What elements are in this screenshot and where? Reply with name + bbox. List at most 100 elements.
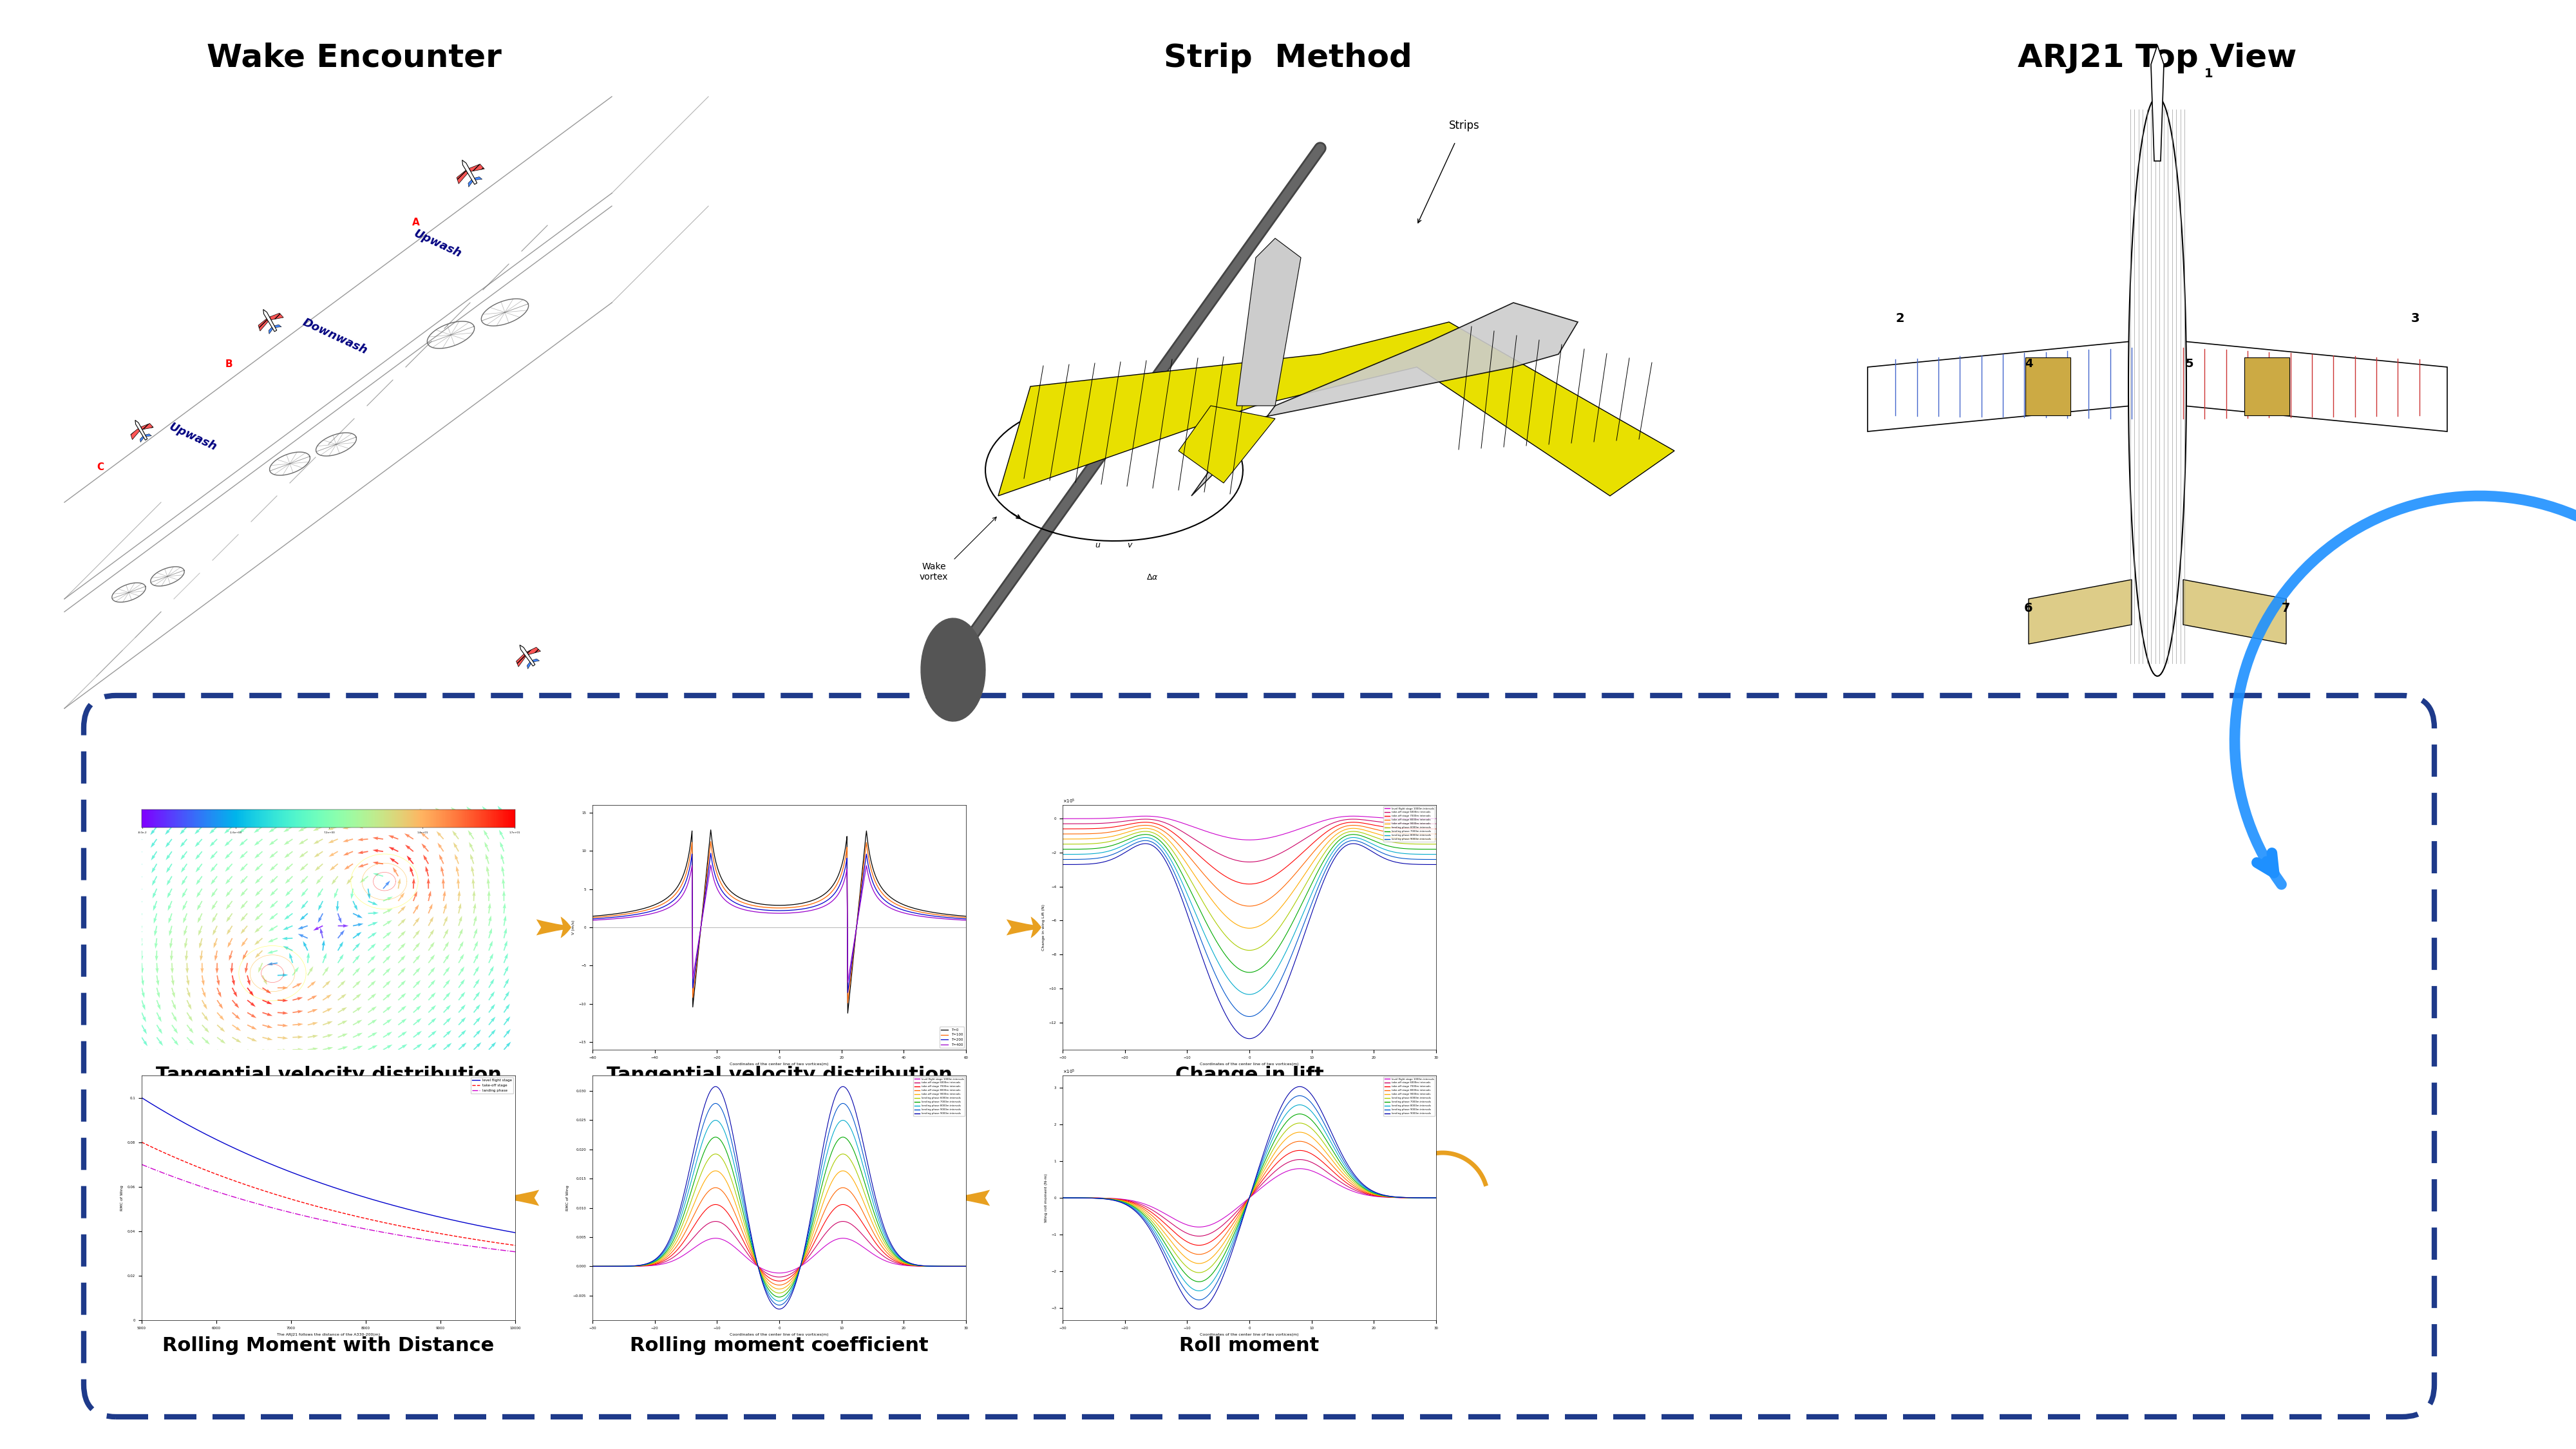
landing phase 8000m intervals bbox=[1270, 1106, 1301, 1123]
Polygon shape bbox=[456, 170, 469, 184]
T=400 bbox=[755, 904, 786, 922]
landing phase 9000m intervals bbox=[1046, 1190, 1079, 1207]
landing phase 8000m intervals bbox=[951, 1258, 981, 1275]
take-off stage 8000m intervals bbox=[1270, 1137, 1301, 1155]
Text: Upwash: Upwash bbox=[412, 227, 464, 261]
landing phase 8000m intervals bbox=[806, 1165, 837, 1182]
T=0 bbox=[884, 894, 914, 911]
landing phase 7000m intervals bbox=[1046, 1190, 1079, 1207]
landing phase 8000m intervals bbox=[1182, 1282, 1213, 1300]
landing phase 6000m intervals bbox=[801, 1204, 832, 1222]
landing phase bbox=[348, 1220, 379, 1237]
Text: Wake
vortex: Wake vortex bbox=[920, 562, 948, 581]
landing phase 9000m intervals bbox=[1046, 1190, 1079, 1207]
landing phase 7000m intervals bbox=[799, 1206, 829, 1223]
take-off stage 7000m intervals bbox=[809, 1216, 840, 1233]
take-off stage 7000m intervals bbox=[801, 1227, 832, 1245]
take-off stage 8000m intervals bbox=[701, 1179, 732, 1197]
landing phase 9000m intervals bbox=[762, 1300, 793, 1317]
level flight stage 1000m intervals bbox=[701, 1230, 732, 1248]
T=400 bbox=[757, 904, 788, 922]
T=100 bbox=[696, 833, 726, 851]
landing phase 9000m intervals bbox=[577, 1258, 608, 1275]
T=400 bbox=[943, 911, 974, 929]
Text: Rolling Moment with Distance: Rolling Moment with Distance bbox=[162, 1336, 495, 1355]
take-off stage 8000m intervals bbox=[577, 1258, 608, 1275]
Polygon shape bbox=[142, 423, 155, 429]
Polygon shape bbox=[270, 313, 283, 320]
landing phase bbox=[440, 1236, 471, 1253]
X-axis label: Coordinates of the center line of two vortices(m): Coordinates of the center line of two vo… bbox=[729, 1062, 829, 1066]
Text: $\times 10^5$: $\times 10^5$ bbox=[1064, 798, 1074, 806]
take-off stage 8000m intervals bbox=[801, 1223, 832, 1240]
landing phase 9000m intervals bbox=[951, 1258, 981, 1275]
Text: C: C bbox=[98, 462, 103, 472]
take-off stage 6000m intervals bbox=[1285, 1151, 1316, 1168]
take-off stage 6000m intervals bbox=[1046, 1190, 1079, 1207]
take-off stage 8000m intervals bbox=[894, 1256, 925, 1274]
landing phase 9000m intervals bbox=[1422, 1190, 1453, 1207]
T=100 bbox=[801, 894, 832, 911]
landing phase bbox=[464, 1239, 495, 1256]
T=100 bbox=[943, 909, 974, 926]
landing phase 8000m intervals bbox=[762, 1293, 793, 1310]
landing phase 9000m intervals bbox=[577, 1258, 608, 1275]
T=0 bbox=[755, 897, 786, 914]
level flight stage 1000m intervals bbox=[917, 1258, 948, 1275]
Polygon shape bbox=[461, 159, 477, 184]
take-off stage 6000m intervals bbox=[1422, 1190, 1453, 1207]
Polygon shape bbox=[273, 325, 281, 327]
X-axis label: Coordinates of the center line of two vortices(m): Coordinates of the center line of two vo… bbox=[1200, 1333, 1298, 1336]
landing phase 6000m intervals bbox=[1046, 1190, 1079, 1207]
Polygon shape bbox=[2244, 358, 2290, 416]
landing phase 9000m intervals bbox=[951, 1258, 981, 1275]
landing phase 8000m intervals bbox=[917, 1258, 948, 1275]
landing phase 9000m intervals bbox=[1270, 1088, 1301, 1106]
landing phase 8000m intervals bbox=[1046, 1190, 1079, 1207]
Y-axis label: Wing roll moment (N·m): Wing roll moment (N·m) bbox=[1043, 1174, 1048, 1223]
landing phase 9000m intervals bbox=[1270, 1098, 1301, 1116]
take-off stage 9000m intervals bbox=[1182, 1255, 1213, 1272]
take-off stage 7000m intervals bbox=[577, 1258, 608, 1275]
take-off stage 8000m intervals bbox=[1388, 1190, 1419, 1207]
T=400 bbox=[577, 911, 608, 929]
level flight stage bbox=[126, 1090, 157, 1107]
landing phase bbox=[126, 1156, 157, 1174]
level flight stage bbox=[464, 1217, 495, 1235]
landing phase 9000m intervals bbox=[1270, 1097, 1301, 1114]
Y-axis label: V (m/s): V (m/s) bbox=[572, 920, 574, 935]
T=0 bbox=[801, 891, 832, 909]
Text: Rolling moment coefficient: Rolling moment coefficient bbox=[631, 1336, 927, 1355]
level flight stage 1000m intervals bbox=[1388, 1190, 1419, 1207]
take-off stage 8000m intervals bbox=[1285, 1133, 1316, 1151]
take-off stage bbox=[348, 1208, 379, 1226]
Polygon shape bbox=[134, 420, 147, 440]
T=400 bbox=[781, 904, 811, 922]
Line: T=200: T=200 bbox=[592, 853, 966, 993]
take-off stage 6000m intervals bbox=[1388, 1190, 1419, 1207]
Line: take-off stage 9000m intervals: take-off stage 9000m intervals bbox=[1064, 1132, 1437, 1264]
Polygon shape bbox=[268, 327, 273, 333]
Polygon shape bbox=[528, 662, 531, 669]
take-off stage bbox=[440, 1227, 471, 1245]
take-off stage 6000m intervals bbox=[951, 1258, 981, 1275]
Line: landing phase 9000m intervals: landing phase 9000m intervals bbox=[592, 1104, 966, 1306]
landing phase 7000m intervals bbox=[1048, 1190, 1079, 1207]
landing phase 7000m intervals bbox=[1285, 1106, 1316, 1123]
landing phase 7000m intervals bbox=[577, 1258, 608, 1275]
take-off stage 8000m intervals bbox=[1270, 1139, 1301, 1156]
take-off stage 8000m intervals bbox=[1182, 1246, 1213, 1264]
take-off stage 6000m intervals bbox=[1365, 1188, 1396, 1206]
T=100 bbox=[757, 900, 788, 917]
take-off stage 7000m intervals bbox=[577, 1258, 608, 1275]
landing phase 7000m intervals bbox=[1278, 1107, 1309, 1124]
landing phase 8000m intervals bbox=[1048, 1190, 1079, 1207]
take-off stage 9000m intervals bbox=[1285, 1123, 1316, 1140]
T=100 bbox=[884, 897, 914, 914]
Polygon shape bbox=[131, 429, 139, 439]
Polygon shape bbox=[533, 659, 538, 662]
take-off stage 7000m intervals bbox=[801, 1230, 832, 1248]
take-off stage 8000m intervals bbox=[917, 1258, 948, 1275]
take-off stage bbox=[126, 1135, 157, 1152]
level flight stage 1000m intervals bbox=[809, 1239, 840, 1256]
